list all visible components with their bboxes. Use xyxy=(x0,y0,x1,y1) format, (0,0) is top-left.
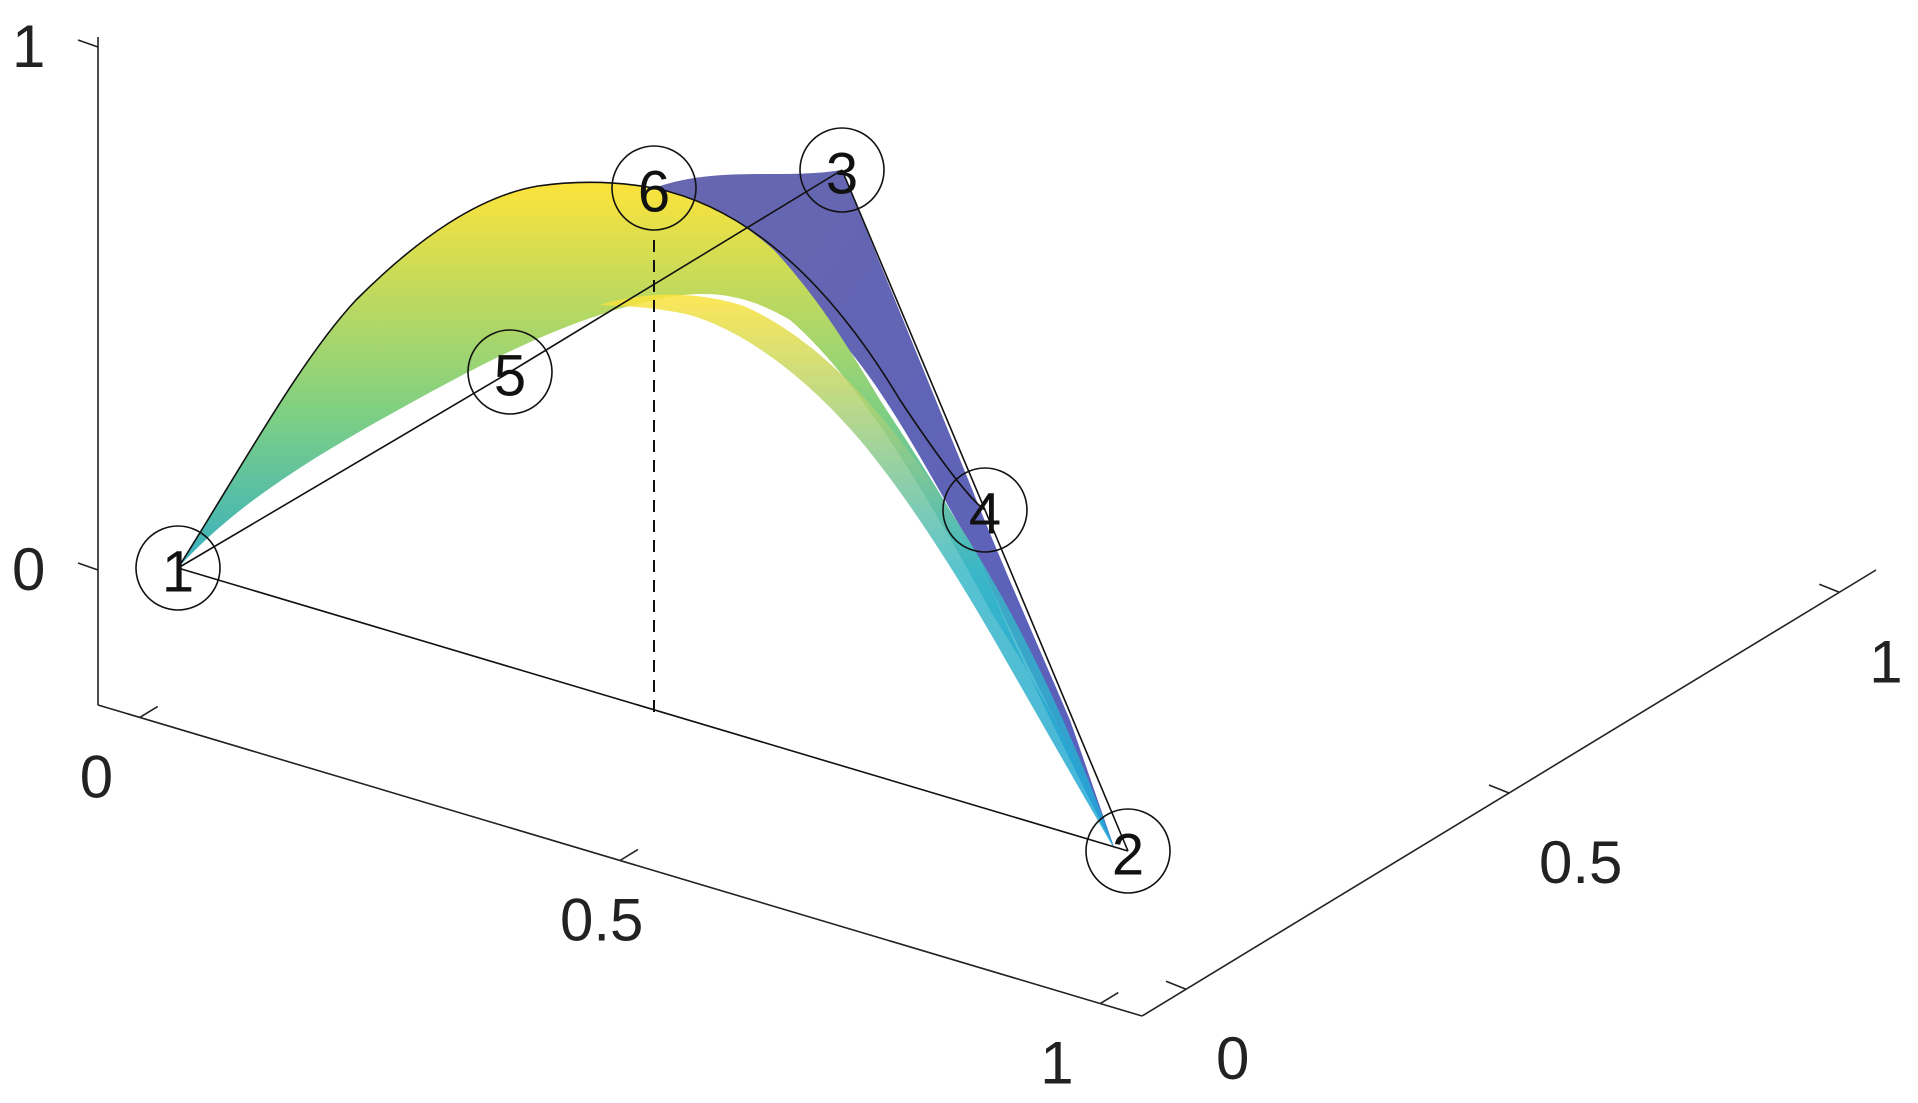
y-tick-label: 0 xyxy=(1216,1025,1249,1092)
node-label: 5 xyxy=(494,344,526,409)
z-tick xyxy=(77,39,99,48)
node-circle xyxy=(467,329,553,415)
edge-1-5-3 xyxy=(177,169,843,569)
x-tick-label: 1 xyxy=(1040,1030,1073,1097)
surface xyxy=(178,170,1115,851)
edge-6-4 xyxy=(653,187,986,511)
surface-patch-underside xyxy=(600,294,1115,851)
x-tick-label: 0 xyxy=(80,743,113,810)
node-circle xyxy=(799,127,885,213)
node-circle xyxy=(611,145,697,231)
node-label: 4 xyxy=(969,482,1001,547)
z-tick-label: 0 xyxy=(12,536,45,603)
y-tick-label: 1 xyxy=(1869,628,1902,695)
node-4: 4 xyxy=(942,467,1028,553)
y-tick-label: 0.5 xyxy=(1539,829,1622,896)
node-3: 3 xyxy=(799,127,885,213)
x-tick xyxy=(1099,991,1119,1005)
x-tick xyxy=(619,848,639,862)
y-tick xyxy=(1488,784,1510,794)
x-tick-label: 0.5 xyxy=(560,887,643,954)
node-label: 6 xyxy=(638,160,670,225)
node-1: 1 xyxy=(135,525,221,611)
edge-1-6 xyxy=(177,181,655,569)
node-label: 2 xyxy=(1112,823,1144,888)
node-markers: 1 2 3 4 5 6 xyxy=(135,127,1171,894)
node-circle xyxy=(942,467,1028,553)
axis-ticks xyxy=(77,39,1840,1005)
node-6: 6 xyxy=(611,145,697,231)
y-tick xyxy=(1819,583,1840,594)
z-tick-label: 1 xyxy=(12,13,45,80)
node-circle xyxy=(1085,808,1171,894)
edges xyxy=(177,169,1129,852)
surface-patch-band xyxy=(178,182,1115,851)
axis-tick-labels: 0 0.5 1 0 0.5 1 0 1 xyxy=(12,13,1903,1097)
z-tick xyxy=(77,562,99,571)
node-label: 1 xyxy=(162,540,194,605)
node-label: 3 xyxy=(826,142,858,207)
node-circle xyxy=(135,525,221,611)
node-5: 5 xyxy=(467,329,553,415)
x-tick xyxy=(139,705,159,719)
node-2: 2 xyxy=(1085,808,1171,894)
y-tick xyxy=(1165,980,1187,990)
